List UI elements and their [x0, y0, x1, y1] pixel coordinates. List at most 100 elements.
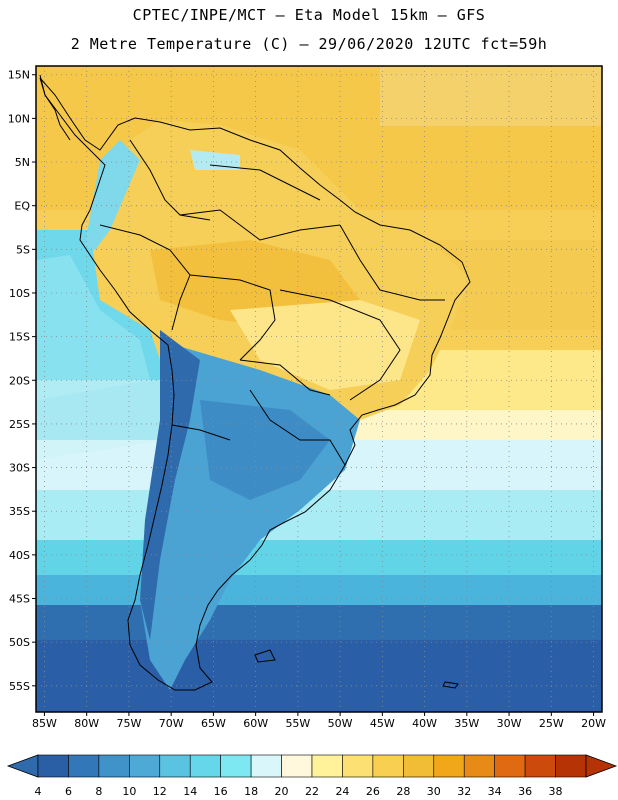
lat-tick-label: 15S [9, 331, 30, 344]
paraguay-border [239, 359, 331, 396]
lat-tick-label: 35S [9, 505, 30, 518]
colorbar-label: 24 [335, 785, 349, 798]
temperature-field [36, 66, 602, 712]
lon-tick-label: 85W [32, 717, 57, 730]
colorbar-swatch [403, 754, 435, 778]
bolivia-border [189, 274, 276, 361]
colorbar-swatch [433, 754, 465, 778]
lon-tick-label: 65W [201, 717, 226, 730]
south-georgia [442, 681, 459, 689]
colorbar-label: 28 [396, 785, 410, 798]
colorbar-label: 6 [65, 785, 72, 798]
colorbar-label: 20 [275, 785, 289, 798]
lon-tick-label: 55W [285, 717, 310, 730]
guianas-border [209, 164, 321, 201]
lat-tick-label: 50S [9, 636, 30, 649]
longitude-ticks: 85W 80W 75W 70W 65W 60W 55W 50W 45W 40W 35W 30W 25W 2… [32, 712, 606, 730]
colorbar-label: 36 [518, 785, 532, 798]
colorbar-swatch [98, 754, 130, 778]
lat-tick-label: 10N [8, 112, 30, 125]
lon-tick-label: 20W [581, 717, 606, 730]
falkland-islands [254, 649, 276, 663]
colorbar-label: 16 [214, 785, 228, 798]
lon-tick-label: 80W [74, 717, 99, 730]
colorbar-high-arrow [585, 754, 618, 778]
lat-tick-label: EQ [14, 200, 30, 213]
lon-tick-label: 70W [159, 717, 184, 730]
guiana-highlands-cool [190, 150, 240, 170]
colorbar-swatch [189, 754, 221, 778]
lon-tick-label: 75W [116, 717, 141, 730]
central-america-coast [39, 74, 71, 141]
lat-tick-label: 5N [15, 156, 30, 169]
central-brazil-cooler [230, 300, 420, 390]
lon-tick-label: 60W [243, 717, 268, 730]
argentina-chile-north [171, 424, 231, 441]
lat-tick-label: 10S [9, 287, 30, 300]
colorbar-swatch [159, 754, 191, 778]
colorbar-label: 12 [153, 785, 167, 798]
colombia-venezuela-border [129, 139, 211, 221]
colorbar-label: 38 [549, 785, 563, 798]
colorbar-swatch [494, 754, 526, 778]
title-line-2: 2 Metre Temperature (C) – 29/06/2020 12U… [70, 35, 548, 53]
band-4 [36, 640, 602, 712]
colorbar-label: 32 [457, 785, 471, 798]
lat-tick-label: 15N [8, 69, 30, 82]
colorbar-label: 34 [488, 785, 502, 798]
colorbar-label: 8 [95, 785, 102, 798]
colorbar-swatch [372, 754, 404, 778]
andes-cold [140, 330, 200, 640]
warm-band-north [380, 66, 602, 126]
brazil-northeast-states [339, 224, 445, 301]
colorbar-label: 26 [366, 785, 380, 798]
boundaries [39, 74, 471, 691]
latitude-ticks: 15N 10N 5N EQ 5S 10S 15S 20S 25S 30S 35S 40S 45S 50S 5… [8, 69, 36, 693]
lon-tick-label: 25W [539, 717, 564, 730]
colorbar-swatch [129, 754, 161, 778]
colorbar-label: 10 [122, 785, 136, 798]
colorbar-swatch [37, 754, 69, 778]
lon-tick-label: 50W [328, 717, 353, 730]
colorbar-label: 4 [35, 785, 42, 798]
lat-tick-label: 30S [9, 462, 30, 475]
lon-tick-label: 45W [370, 717, 395, 730]
brazil-states [279, 289, 401, 401]
title-line-1: CPTEC/INPE/MCT – Eta Model 15km – GFS [132, 6, 486, 24]
colorbar-swatch [220, 754, 252, 778]
colorbar-swatch [250, 754, 282, 778]
lon-tick-label: 40W [412, 717, 437, 730]
colorbar-label: 30 [427, 785, 441, 798]
colorbar-swatch [555, 754, 587, 778]
colorbar-swatch [281, 754, 313, 778]
northern-andes-cool [85, 140, 140, 250]
lat-tick-label: 25S [9, 418, 30, 431]
colorbar-label: 14 [183, 785, 197, 798]
lon-tick-label: 30W [497, 717, 522, 730]
colorbar-swatch [463, 754, 495, 778]
pacific-cool-region-2 [36, 255, 150, 400]
band-14 [36, 540, 602, 580]
lat-tick-label: 5S [16, 243, 30, 256]
colorbar-label: 18 [244, 785, 258, 798]
uruguay-argentina-border [249, 389, 346, 466]
lat-tick-label: 40S [9, 549, 30, 562]
lat-tick-label: 55S [9, 680, 30, 693]
south-america-coastline [39, 77, 471, 691]
colorbar-label: 22 [305, 785, 319, 798]
pampas-cold [200, 400, 330, 500]
colorbar-swatch [68, 754, 100, 778]
brazil-north-border [179, 209, 341, 241]
lon-tick-label: 35W [454, 717, 479, 730]
pacific-band-20 [36, 380, 165, 460]
lat-tick-label: 20S [9, 374, 30, 387]
peru-border [99, 224, 191, 331]
colorbar-swatch [311, 754, 343, 778]
lat-tick-label: 45S [9, 593, 30, 606]
colorbar-low-arrow [6, 754, 39, 778]
band-12 [36, 575, 602, 610]
map-frame [35, 65, 603, 713]
colorbar: 4 6 8 10 12 14 16 18 20 22 24 26 28 30 32 34 36 38 [6, 754, 618, 798]
colorbar-swatch [524, 754, 556, 778]
